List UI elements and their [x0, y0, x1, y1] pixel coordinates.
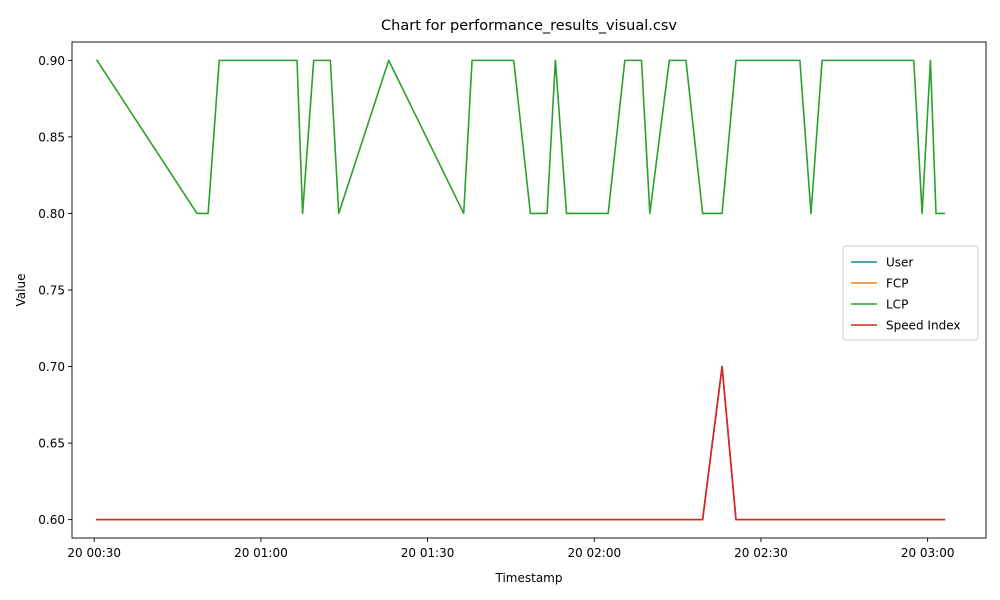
x-axis-label: Timestamp	[495, 571, 563, 585]
plot-area: 20 00:30 20 01:00 20 01:30 20 02:00 20 02:30…	[38, 41, 987, 560]
legend: User FCP LCP Speed Index	[842, 245, 979, 341]
legend-label-user: User	[886, 256, 913, 270]
y-tick-label: 0.85	[38, 130, 65, 144]
x-tick-label: 20 00:30	[67, 546, 121, 560]
x-tick-label: 20 02:00	[567, 546, 621, 560]
x-tick-label: 20 02:30	[734, 546, 788, 560]
legend-box	[842, 245, 979, 341]
y-tick-label: 0.65	[38, 437, 65, 451]
y-tick-label: 0.60	[38, 513, 65, 527]
series-line-speed-index	[96, 365, 946, 521]
y-axis-label: Value	[14, 274, 28, 307]
chart-title: Chart for performance_results_visual.csv	[381, 18, 677, 34]
legend-label-lcp: LCP	[886, 298, 908, 312]
y-tick-label: 0.70	[38, 360, 65, 374]
x-tick-label: 20 03:00	[901, 546, 955, 560]
legend-label-speed-index: Speed Index	[886, 319, 960, 333]
y-tick-label: 0.75	[38, 284, 65, 298]
x-tick-label: 20 01:00	[234, 546, 288, 560]
legend-label-fcp: FCP	[886, 277, 909, 291]
series-lines	[95, 59, 946, 521]
y-tick-label: 0.90	[38, 54, 65, 68]
series-line-lcp	[95, 59, 946, 215]
x-tick-label: 20 01:30	[401, 546, 455, 560]
y-tick-label: 0.80	[38, 207, 65, 221]
